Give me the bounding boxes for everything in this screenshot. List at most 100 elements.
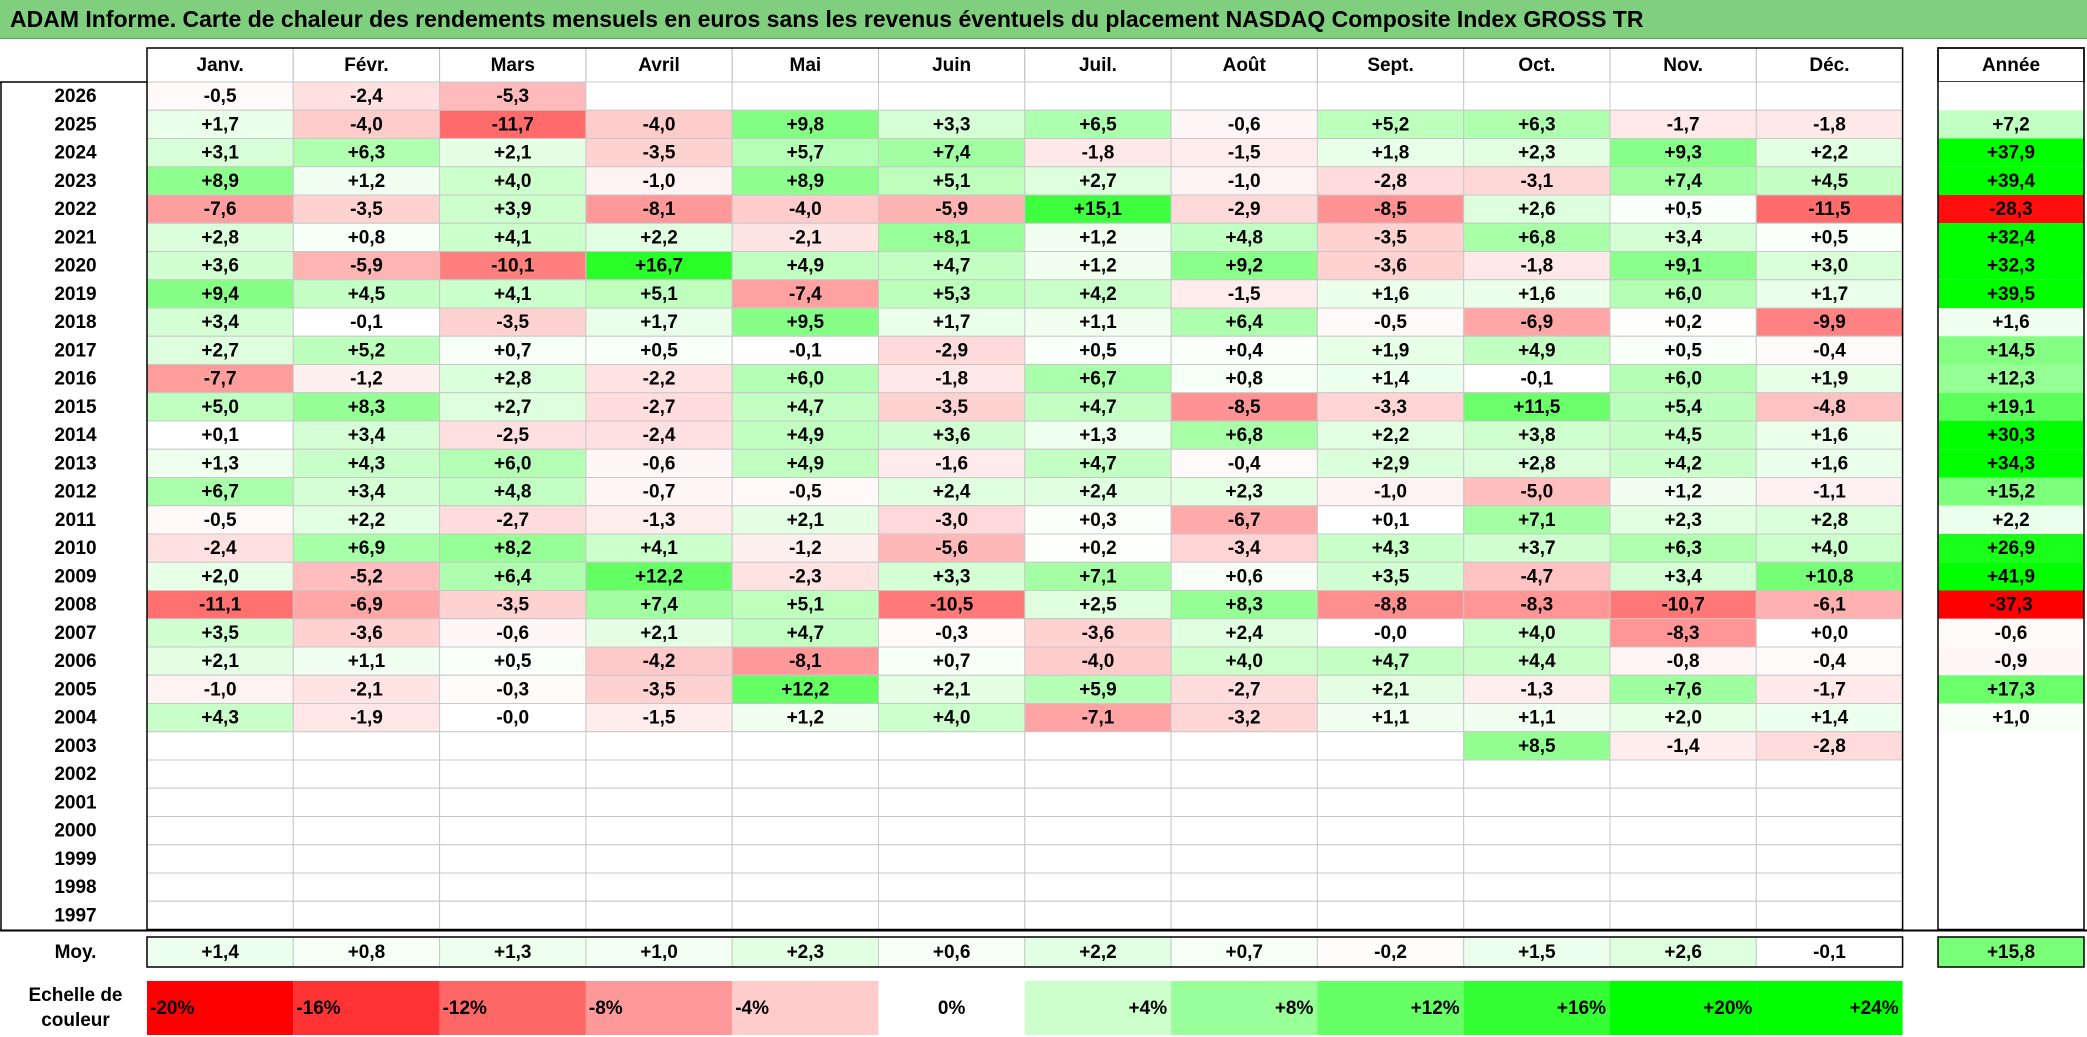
heatmap-cell-value: -1,8 (1082, 143, 1115, 164)
heatmap-cell (731, 674, 880, 704)
heatmap-cell (1316, 194, 1465, 224)
heatmap-cell (146, 674, 294, 704)
heatmap-cell (585, 703, 733, 733)
heatmap-cell-value: +4,8 (494, 482, 532, 503)
heatmap-cell (1755, 279, 1904, 309)
heatmap-cell (439, 194, 587, 224)
heatmap-cell-value: +4,2 (1664, 453, 1702, 474)
heatmap-cell-value: -4,0 (350, 114, 383, 135)
heatmap-cell (1316, 816, 1465, 846)
heatmap-cell (731, 194, 880, 224)
annual-cell-value: +26,9 (1987, 538, 2035, 559)
heatmap-cell-value: +2,1 (1372, 679, 1410, 700)
heatmap-cell (439, 900, 587, 930)
heatmap-cell-value: -3,5 (496, 595, 529, 616)
heatmap-cell-value: +4,5 (348, 284, 386, 305)
heatmap-cell (1316, 759, 1465, 789)
year-label: 2020 (54, 256, 96, 277)
heatmap-cell-value: +0,7 (494, 340, 532, 361)
heatmap-cell-value: -9,9 (1813, 312, 1846, 333)
heatmap-cell (1170, 251, 1318, 281)
heatmap-cell (1463, 561, 1611, 591)
color-scale-swatch-label: +20% (1703, 998, 1752, 1019)
heatmap-cell-value: +6,7 (201, 482, 239, 503)
heatmap-cell-value: -4,0 (789, 199, 822, 220)
heatmap-cell-value: -3,3 (1374, 397, 1407, 418)
heatmap-cell (1024, 731, 1172, 761)
heatmap-cell (585, 477, 733, 507)
month-header-label: Nov. (1663, 55, 1703, 76)
heatmap-cell-value: -3,5 (350, 199, 383, 220)
heatmap-cell-value: +1,9 (1811, 369, 1849, 390)
heatmap-cell (1463, 759, 1611, 789)
heatmap-cell-value: +9,5 (787, 312, 825, 333)
heatmap-cell (1170, 448, 1318, 478)
average-cell (146, 936, 294, 968)
heatmap-cell (1170, 759, 1318, 789)
month-header-cell (731, 47, 880, 83)
annual-cell (1938, 449, 2084, 478)
annual-cell-value: +7,2 (1992, 114, 2030, 135)
color-scale-swatch-label: -12% (443, 998, 487, 1019)
heatmap-cell-value: -2,7 (496, 510, 529, 531)
annual-cell (1938, 477, 2084, 506)
heatmap-cell-value: +2,1 (494, 143, 532, 164)
heatmap-cell-value: +0,5 (1079, 340, 1117, 361)
heatmap-cell-value: -8,3 (1520, 595, 1553, 616)
heatmap-cell-value: +0,4 (1225, 340, 1263, 361)
heatmap-cell-value: -1,0 (204, 679, 237, 700)
heatmap-cell (878, 787, 1026, 817)
heatmap-cell (146, 787, 294, 817)
average-cell-value: +1,4 (201, 942, 239, 963)
annual-cell-value: +32,3 (1987, 256, 2035, 277)
heatmap-cell (292, 900, 441, 930)
heatmap-cell-value: +0,3 (1079, 510, 1117, 531)
annual-header-cell (1937, 47, 2085, 83)
heatmap-cell-value: +0,5 (640, 340, 678, 361)
heatmap-cell (1755, 138, 1904, 168)
heatmap-cell-value: +1,2 (787, 708, 825, 729)
heatmap-cell-value: -6,7 (1228, 510, 1261, 531)
heatmap-cell (1463, 109, 1611, 139)
heatmap-cell (731, 364, 880, 394)
year-label: 2015 (54, 397, 97, 418)
month-header-label: Juin (932, 55, 971, 76)
heatmap-cell-value: -0,6 (643, 453, 676, 474)
heatmap-cell (1755, 872, 1904, 902)
heatmap-cell-value: +2,9 (1372, 453, 1410, 474)
heatmap-cell (585, 731, 733, 761)
average-label: Moy. (55, 942, 97, 963)
annual-cell-value: +17,3 (1987, 679, 2035, 700)
heatmap-cell (585, 109, 733, 139)
heatmap-cell (439, 81, 587, 111)
heatmap-cell (731, 335, 880, 365)
heatmap-cell-value: -3,4 (1228, 538, 1261, 559)
average-cell-value: +1,5 (1518, 942, 1556, 963)
color-scale-swatch-label: -16% (296, 998, 340, 1019)
year-label: 2009 (54, 566, 96, 587)
heatmap-cell-value: +3,9 (494, 199, 532, 220)
heatmap-cell (585, 505, 733, 535)
heatmap-cell-value: +6,0 (1664, 284, 1702, 305)
color-scale-swatch (1317, 981, 1464, 1035)
heatmap-cell-value: +5,4 (1664, 397, 1702, 418)
color-scale-swatch (1756, 981, 1903, 1035)
month-header-label: Déc. (1809, 55, 1849, 76)
year-label: 2023 (54, 171, 96, 192)
heatmap-cell (292, 731, 441, 761)
annual-cell (1938, 392, 2084, 421)
heatmap-cell (1170, 900, 1318, 930)
heatmap-cell-value: -5,0 (1520, 482, 1553, 503)
month-header-label: Oct. (1518, 55, 1555, 76)
heatmap-cell (1316, 872, 1465, 902)
heatmap-cell-value: +9,2 (1225, 256, 1263, 277)
heatmap-cell-value: +6,0 (1664, 369, 1702, 390)
year-label: 2004 (54, 708, 97, 729)
heatmap-cell (1463, 138, 1611, 168)
heatmap-cell-value: -4,8 (1813, 397, 1846, 418)
heatmap-cell (731, 392, 880, 422)
heatmap-cell (1316, 138, 1465, 168)
heatmap-cell-value: +4,7 (1079, 397, 1117, 418)
heatmap-cell (585, 251, 733, 281)
average-cell-value: +2,6 (1664, 942, 1702, 963)
